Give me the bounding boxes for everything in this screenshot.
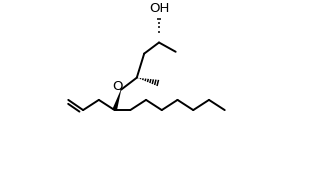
Text: O: O bbox=[112, 81, 123, 93]
Text: OH: OH bbox=[149, 2, 169, 15]
Polygon shape bbox=[112, 90, 121, 111]
